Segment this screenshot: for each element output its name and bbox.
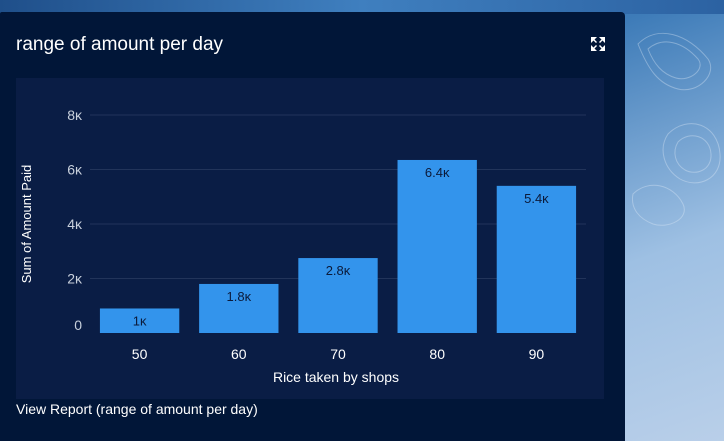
background-contour-pattern bbox=[631, 32, 721, 226]
view-report-link[interactable]: View Report (range of amount per day) bbox=[16, 401, 258, 417]
bars bbox=[99, 159, 577, 333]
bar-80[interactable] bbox=[397, 159, 477, 333]
y-tick-label: 8ĸ bbox=[67, 107, 83, 123]
bar-50[interactable] bbox=[99, 308, 180, 333]
data-label: 2.8ĸ bbox=[326, 263, 351, 278]
y-tick-label: 0 bbox=[74, 317, 82, 333]
y-tick-label: 6ĸ bbox=[67, 162, 83, 178]
data-label: 5.4ĸ bbox=[524, 191, 549, 206]
bar-70[interactable] bbox=[298, 258, 378, 333]
x-tick-label: 80 bbox=[429, 346, 445, 362]
data-label: 1.8ĸ bbox=[227, 289, 252, 304]
x-tick-label: 50 bbox=[132, 346, 148, 362]
bar-60[interactable] bbox=[199, 283, 279, 333]
card-title: range of amount per day bbox=[16, 34, 224, 55]
y-tick-label: 2ĸ bbox=[67, 271, 83, 287]
expand-icon bbox=[591, 37, 605, 51]
expand-button[interactable] bbox=[588, 34, 608, 54]
x-axis-label: Rice taken by shops bbox=[273, 369, 399, 385]
x-axis-ticks: 50 60 70 80 90 bbox=[132, 346, 545, 362]
y-axis-ticks: 0 2ĸ 4ĸ 6ĸ 8ĸ bbox=[67, 107, 83, 333]
data-labels: 1ĸ 1.8ĸ 2.8ĸ 6.4ĸ 5.4ĸ bbox=[133, 165, 549, 329]
data-label: 1ĸ bbox=[133, 313, 147, 328]
bar-90[interactable] bbox=[496, 185, 577, 333]
x-tick-label: 60 bbox=[231, 346, 247, 362]
report-card: range of amount per day 0 2ĸ 4ĸ 6ĸ 8ĸ 1ĸ 1.8ĸ… bbox=[0, 12, 625, 441]
y-axis-label: Sum of Amount Paid bbox=[19, 165, 34, 284]
data-label: 6.4ĸ bbox=[425, 165, 450, 180]
background-strip bbox=[0, 0, 724, 14]
chart-panel: 0 2ĸ 4ĸ 6ĸ 8ĸ 1ĸ 1.8ĸ 2.8ĸ 6.4ĸ 5.4ĸ 50 60 70 80 90 … bbox=[16, 78, 604, 399]
x-tick-label: 70 bbox=[330, 346, 346, 362]
y-tick-label: 4ĸ bbox=[67, 216, 83, 232]
x-tick-label: 90 bbox=[529, 346, 545, 362]
